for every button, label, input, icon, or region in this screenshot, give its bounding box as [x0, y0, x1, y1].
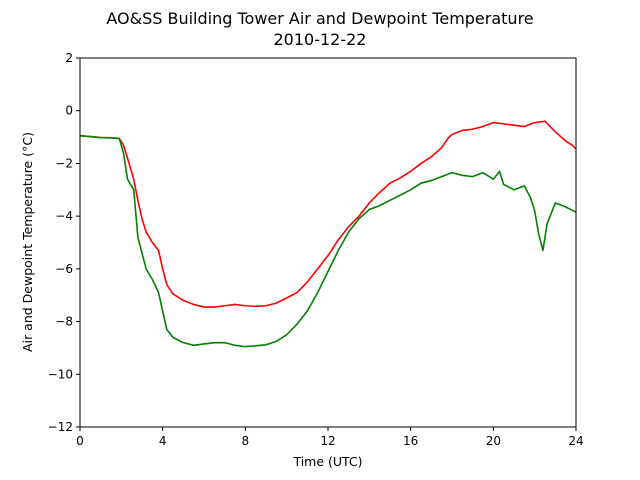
y-tick-label: −4	[55, 209, 73, 223]
y-tick-label: −10	[48, 367, 73, 381]
x-axis-label: Time (UTC)	[292, 454, 362, 469]
chart-subtitle: 2010-12-22	[274, 30, 367, 49]
y-tick-label: 2	[65, 51, 73, 65]
y-tick-label: −8	[55, 315, 73, 329]
chart-title: AO&SS Building Tower Air and Dewpoint Te…	[106, 9, 533, 28]
y-tick-label: 0	[65, 104, 73, 118]
series-layer	[79, 120, 577, 348]
x-tick-label: 4	[159, 434, 167, 448]
series-line-2	[79, 134, 577, 348]
y-tick-label: −6	[55, 262, 73, 276]
plot-frame	[79, 57, 577, 428]
y-tick-label: −12	[48, 420, 73, 434]
series-line-1	[79, 120, 577, 308]
y-tick-label: −2	[55, 156, 73, 170]
x-tick-label: 12	[320, 434, 335, 448]
y-ticks: 2 0 −2 −4 −6 −8 −10 −12	[48, 51, 80, 434]
x-tick-label: 16	[403, 434, 418, 448]
x-tick-label: 20	[486, 434, 501, 448]
y-axis-label: Air and Dewpoint Temperature (°C)	[20, 132, 35, 352]
x-tick-label: 8	[242, 434, 250, 448]
x-ticks: 0 4 8 12 16 20 24	[76, 427, 584, 448]
x-tick-label: 0	[76, 434, 84, 448]
x-tick-label: 24	[568, 434, 583, 448]
